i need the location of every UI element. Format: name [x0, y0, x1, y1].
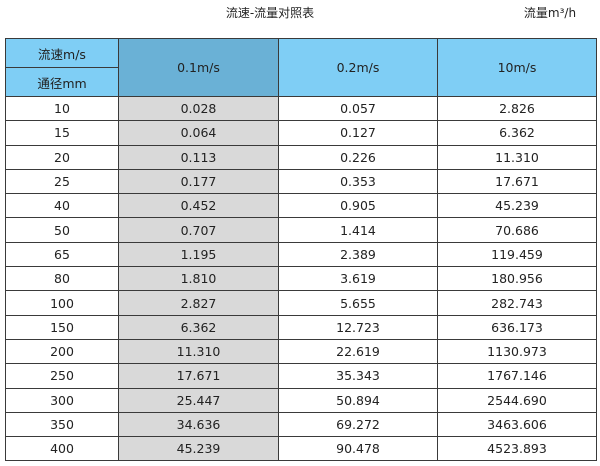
flow-cell: 11.310: [118, 338, 279, 365]
flow-cell: 3.619: [278, 266, 438, 292]
flow-cell: 0.127: [278, 120, 438, 146]
flow-cell: 6.362: [118, 314, 279, 340]
flow-cell: 5.655: [278, 290, 438, 316]
flow-cell: 35.343: [278, 363, 438, 389]
flow-cell: 4523.893: [437, 436, 597, 462]
flow-cell: 17.671: [118, 363, 279, 389]
flow-cell: 1.195: [118, 241, 279, 268]
flow-cell: 0.707: [118, 217, 279, 243]
diameter-cell: 100: [5, 290, 119, 316]
flow-cell: 11.310: [437, 144, 597, 170]
table-row: 200 11.310 22.619 1130.973: [5, 338, 597, 365]
diameter-cell: 65: [5, 241, 119, 268]
diameter-cell: 250: [5, 363, 119, 389]
flow-cell: 1130.973: [437, 338, 597, 365]
diameter-cell: 40: [5, 193, 119, 219]
flow-cell: 180.956: [437, 266, 597, 292]
flow-cell: 1767.146: [437, 363, 597, 389]
table-title: 流速-流量对照表: [225, 6, 315, 20]
table-row: 100 2.827 5.655 282.743: [5, 290, 597, 316]
flow-cell: 0.028: [118, 95, 279, 122]
header-velocity-label: 流速m/s: [5, 38, 119, 68]
flow-cell: 25.447: [118, 387, 279, 413]
flow-cell: 1.414: [278, 217, 438, 243]
flow-cell: 3463.606: [437, 411, 597, 438]
header-diameter-label: 通径mm: [5, 67, 119, 97]
diameter-cell: 50: [5, 217, 119, 243]
flow-cell: 2.826: [437, 95, 597, 122]
table-row: 40 0.452 0.905 45.239: [5, 193, 597, 219]
flow-cell: 45.239: [118, 436, 279, 462]
flow-cell: 90.478: [278, 436, 438, 462]
flow-cell: 1.810: [118, 266, 279, 292]
diameter-cell: 25: [5, 168, 119, 195]
flow-cell: 2.827: [118, 290, 279, 316]
diameter-cell: 15: [5, 120, 119, 146]
header-col-2: 10m/s: [437, 38, 597, 97]
flow-cell: 636.173: [437, 314, 597, 340]
table-row: 250 17.671 35.343 1767.146: [5, 363, 597, 389]
table-row: 150 6.362 12.723 636.173: [5, 314, 597, 340]
diameter-cell: 20: [5, 144, 119, 170]
flow-cell: 0.057: [278, 95, 438, 122]
flow-cell: 12.723: [278, 314, 438, 340]
table-row: 350 34.636 69.272 3463.606: [5, 411, 597, 438]
table-row: 50 0.707 1.414 70.686: [5, 217, 597, 243]
header-col-0: 0.1m/s: [118, 38, 279, 97]
table-row: 20 0.113 0.226 11.310: [5, 144, 597, 170]
diameter-cell: 80: [5, 266, 119, 292]
table-row: 400 45.239 90.478 4523.893: [5, 436, 597, 462]
table-row: 10 0.028 0.057 2.826: [5, 95, 597, 122]
flow-cell: 0.905: [278, 193, 438, 219]
flow-cell: 6.362: [437, 120, 597, 146]
table-row: 25 0.177 0.353 17.671: [5, 168, 597, 195]
flow-cell: 0.064: [118, 120, 279, 146]
flow-cell: 119.459: [437, 241, 597, 268]
flow-cell: 0.452: [118, 193, 279, 219]
table-row: 80 1.810 3.619 180.956: [5, 266, 597, 292]
diameter-cell: 10: [5, 95, 119, 122]
flow-cell: 0.353: [278, 168, 438, 195]
table-row: 15 0.064 0.127 6.362: [5, 120, 597, 146]
diameter-cell: 400: [5, 436, 119, 462]
flow-cell: 0.226: [278, 144, 438, 170]
flow-rate-table: 流速m/s 0.1m/s 0.2m/s 10m/s 通径mm 10 0.028 0.…: [5, 38, 597, 462]
flow-cell: 45.239: [437, 193, 597, 219]
flow-cell: 69.272: [278, 411, 438, 438]
diameter-cell: 150: [5, 314, 119, 340]
table-row: 300 25.447 50.894 2544.690: [5, 387, 597, 413]
flow-cell: 22.619: [278, 338, 438, 365]
flow-cell: 2544.690: [437, 387, 597, 413]
flow-cell: 0.177: [118, 168, 279, 195]
unit-label: 流量m³/h: [523, 6, 577, 20]
diameter-cell: 350: [5, 411, 119, 438]
diameter-cell: 300: [5, 387, 119, 413]
flow-cell: 0.113: [118, 144, 279, 170]
flow-cell: 50.894: [278, 387, 438, 413]
flow-cell: 34.636: [118, 411, 279, 438]
header-col-1: 0.2m/s: [278, 38, 438, 97]
flow-cell: 282.743: [437, 290, 597, 316]
flow-cell: 70.686: [437, 217, 597, 243]
flow-cell: 2.389: [278, 241, 438, 268]
diameter-cell: 200: [5, 338, 119, 365]
table-row: 65 1.195 2.389 119.459: [5, 241, 597, 268]
flow-cell: 17.671: [437, 168, 597, 195]
